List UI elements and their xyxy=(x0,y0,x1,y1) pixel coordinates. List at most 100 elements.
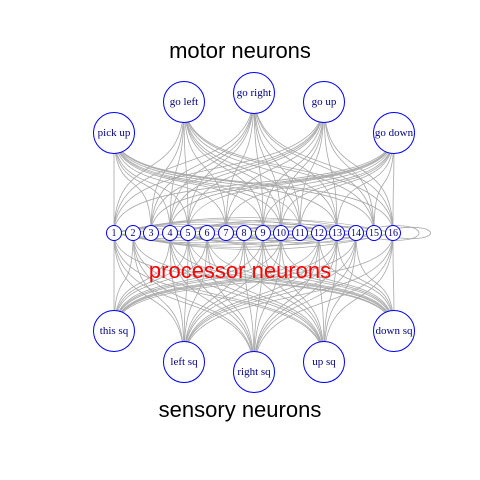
edge xyxy=(206,232,325,363)
edge xyxy=(183,232,208,363)
edge xyxy=(206,232,255,373)
edge xyxy=(299,101,325,234)
edge xyxy=(169,92,255,234)
edge xyxy=(150,132,395,234)
edge xyxy=(253,232,264,373)
edge xyxy=(113,232,357,332)
edge xyxy=(336,132,395,234)
edge xyxy=(253,232,282,373)
edge xyxy=(113,132,301,234)
processor-node: 11 xyxy=(292,225,308,241)
processor-node: 7 xyxy=(218,225,234,241)
edge xyxy=(113,101,325,234)
sensory-node-up-sq: up sq xyxy=(303,341,345,383)
edge xyxy=(187,232,395,332)
edge xyxy=(206,232,395,332)
edge xyxy=(113,101,185,234)
edge xyxy=(113,232,264,332)
motor-node-go-down: go down xyxy=(373,112,415,154)
edge xyxy=(169,232,185,363)
edge xyxy=(132,232,395,332)
edge xyxy=(113,232,245,332)
edge xyxy=(113,132,375,234)
edge xyxy=(183,101,338,234)
processor-node: 12 xyxy=(311,225,327,241)
edge xyxy=(169,132,395,234)
motor-node-go-left: go left xyxy=(163,81,205,123)
processor-node: 13 xyxy=(329,225,345,241)
edge xyxy=(169,232,325,363)
sensory-node-right-sq: right sq xyxy=(233,351,275,393)
edge xyxy=(187,232,255,373)
processor-neurons-title: processor neurons xyxy=(148,258,332,283)
edge xyxy=(113,132,189,234)
edge xyxy=(169,232,395,332)
edge xyxy=(169,232,255,373)
edge xyxy=(253,92,264,234)
motor-neurons-title: motor neurons xyxy=(169,38,311,63)
edge xyxy=(253,92,338,234)
edge xyxy=(150,101,325,234)
edge xyxy=(187,101,325,234)
edge xyxy=(183,232,320,363)
edge xyxy=(113,132,171,234)
processor-node: 5 xyxy=(180,225,196,241)
processor-node: 1 xyxy=(106,225,122,241)
edge xyxy=(187,232,325,363)
edge xyxy=(150,92,255,234)
sensory-node-left-sq: left sq xyxy=(163,341,205,383)
processor-node: 9 xyxy=(255,225,271,241)
edge xyxy=(280,132,395,234)
edge xyxy=(169,101,185,234)
edge xyxy=(262,101,325,234)
motor-node-go-up: go up xyxy=(303,81,345,123)
edge xyxy=(253,92,282,234)
edge xyxy=(323,101,375,234)
edge xyxy=(280,232,395,332)
edge xyxy=(113,232,338,332)
processor-node: 8 xyxy=(236,225,252,241)
edge xyxy=(253,232,357,373)
processor-node: 3 xyxy=(143,225,159,241)
edge xyxy=(323,232,357,363)
processor-node: 4 xyxy=(162,225,178,241)
processor-node: 16 xyxy=(385,225,401,241)
edge xyxy=(113,232,325,363)
edge xyxy=(113,132,282,234)
edge xyxy=(113,232,255,373)
edge xyxy=(113,232,395,332)
edge xyxy=(183,101,301,234)
edge xyxy=(113,132,395,234)
edge xyxy=(183,232,338,363)
processor-node: 15 xyxy=(366,225,382,241)
edge xyxy=(253,232,338,373)
edge xyxy=(150,101,185,234)
edge xyxy=(253,232,320,373)
processor-node: 14 xyxy=(348,225,364,241)
edge xyxy=(113,232,185,363)
edge xyxy=(262,232,325,363)
edge xyxy=(183,232,282,363)
edge xyxy=(183,232,264,363)
edge xyxy=(318,232,325,363)
edge xyxy=(113,232,282,332)
edge xyxy=(243,232,395,332)
edge xyxy=(262,232,395,332)
edge xyxy=(280,232,375,239)
edge xyxy=(113,92,255,234)
edge xyxy=(323,101,338,234)
edge xyxy=(187,132,395,234)
edge xyxy=(183,101,282,234)
edge xyxy=(253,92,301,234)
edge xyxy=(183,232,189,363)
edge xyxy=(243,232,325,363)
edge xyxy=(253,232,394,373)
edge xyxy=(280,232,325,363)
edge xyxy=(187,92,255,234)
processor-node: 10 xyxy=(273,225,289,241)
edge xyxy=(183,101,189,234)
edge xyxy=(253,92,394,234)
sensory-node-down-sq: down sq xyxy=(373,310,415,352)
processor-node: 6 xyxy=(199,225,215,241)
